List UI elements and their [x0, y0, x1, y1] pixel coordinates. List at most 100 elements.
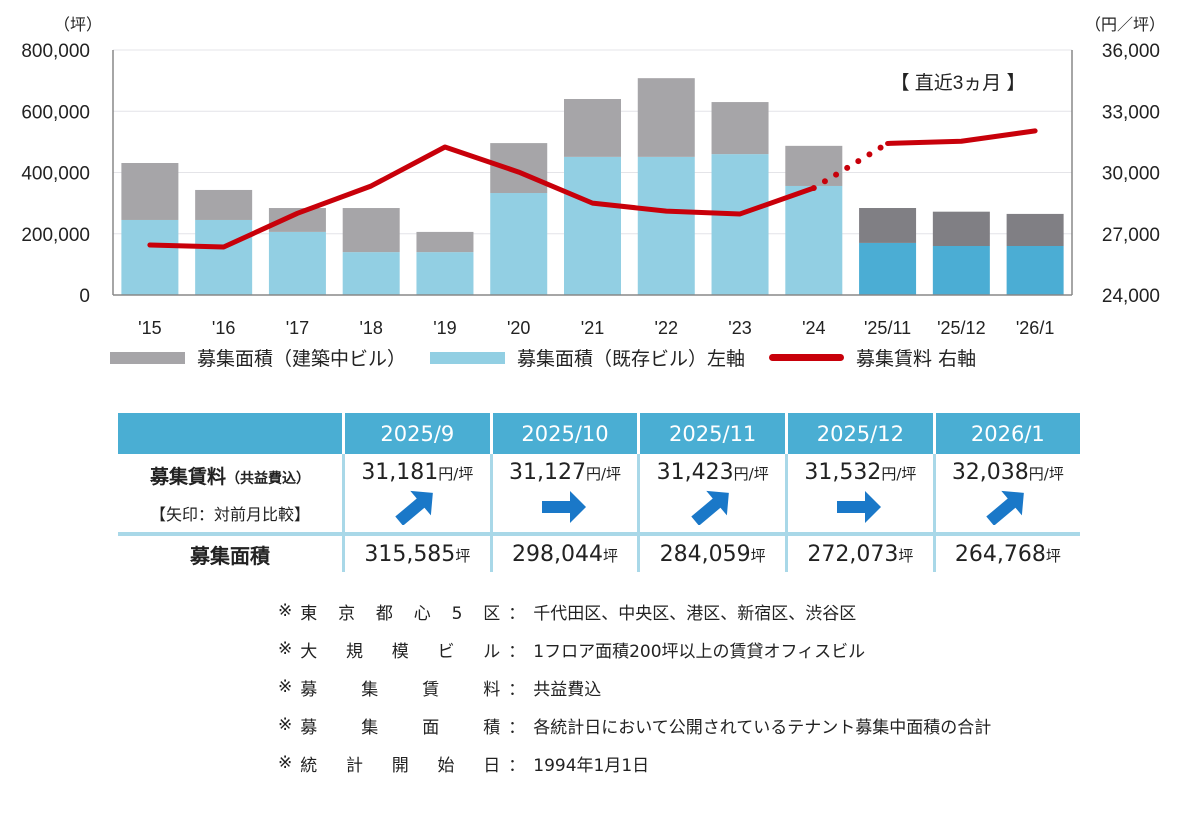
- bar-construction: [416, 231, 474, 253]
- note-sep: ：: [508, 641, 526, 662]
- header-blank: [118, 413, 344, 454]
- x-tick-label: '22: [655, 318, 678, 338]
- note-label: 統計開始日: [300, 755, 501, 776]
- rent-value: 31,423円/坪: [656, 460, 769, 485]
- area-unit: 坪: [1045, 546, 1061, 565]
- x-tick-label: '19: [433, 318, 456, 338]
- note: ※ 募集面積 ： 各統計日において公開されているテナント募集中面積の合計: [278, 706, 991, 744]
- legend-label-rent: 募集賃料 右軸: [856, 348, 977, 370]
- rent-cell: 31,181円/坪: [342, 454, 492, 536]
- rent-label: 募集賃料: [149, 466, 226, 488]
- x-tick-label: '26/1: [1016, 318, 1054, 338]
- area-cell: 264,768坪: [932, 534, 1080, 572]
- table-header-row: 2025/9 2025/10 2025/11 2025/12 2026/1: [118, 413, 1080, 454]
- rent-cell: 31,127円/坪: [489, 454, 639, 536]
- area-unit: 坪: [750, 546, 766, 565]
- combo-chart: 0 200,000 400,000 600,000 800,000 24,000 27,00…: [21, 16, 1165, 338]
- rent-unit: 円/坪: [438, 465, 474, 483]
- x-tick-label: '16: [212, 318, 235, 338]
- bar-construction: [859, 208, 917, 243]
- arrow-up-right-icon: [395, 490, 434, 525]
- bar-construction: [711, 102, 769, 155]
- note-mark: ※: [278, 677, 293, 697]
- bar-existing: [932, 246, 990, 295]
- rent-row-header: 募集賃料（共益費込） 【矢印：対前月比較】: [118, 454, 344, 536]
- bar-existing: [268, 231, 326, 295]
- rent-unit: 円/坪: [881, 465, 917, 483]
- area-unit: 坪: [898, 546, 914, 565]
- bar-existing: [564, 156, 621, 295]
- rent-line: [147, 144, 817, 250]
- header-month: 2026/1: [932, 413, 1080, 454]
- x-tick-label: '25/12: [937, 318, 985, 338]
- footnotes: ※ 東京都心5区 ： 千代田区、中央区、港区、新宿区、渋谷区 ※ 大規模ビル ： 1フロア面…: [278, 592, 991, 782]
- rent-unit: 円/坪: [733, 465, 769, 483]
- arrow-up-right-icon: [690, 490, 729, 525]
- note: ※ 統計開始日 ： 1994年1月1日: [278, 744, 991, 782]
- x-tick-label: '23: [728, 318, 751, 338]
- x-tick-label: '24: [802, 318, 825, 338]
- note-value: 各統計日において公開されているテナント募集中面積の合計: [533, 717, 992, 738]
- rent-value: 31,181円/坪: [361, 460, 474, 485]
- legend-construction: 募集面積（建築中ビル）: [110, 344, 406, 371]
- legend-swatch-construction: [110, 351, 185, 364]
- bar-construction: [1006, 213, 1064, 246]
- note-mark: ※: [278, 753, 293, 773]
- left-tick-label: 400,000: [21, 164, 90, 185]
- area-value: 284,059: [659, 541, 751, 567]
- bar-existing: [490, 193, 548, 295]
- note-value: 1994年1月1日: [533, 755, 650, 776]
- bar-construction: [121, 163, 179, 220]
- arrow-up-right-icon: [986, 490, 1024, 525]
- rent-unit: 円/坪: [585, 465, 622, 483]
- note-label: 大規模ビル: [300, 641, 501, 662]
- x-tick-label: '25/11: [864, 318, 911, 338]
- legend-label-existing: 募集面積（既存ビル）左軸: [517, 348, 746, 370]
- left-axis-unit: （坪）: [54, 16, 102, 34]
- x-tick-label: '21: [581, 318, 604, 338]
- rent-line-recent: [885, 128, 1038, 146]
- rent-cell: 31,423円/坪: [637, 454, 787, 536]
- arrow-note: 【矢印：対前月比較】: [149, 505, 310, 524]
- right-tick-label: 33,000: [1102, 102, 1160, 123]
- area-unit: 坪: [455, 546, 471, 565]
- bar-construction: [637, 78, 695, 157]
- note-label: 募集面積: [300, 717, 501, 738]
- x-tick-label: '15: [138, 318, 161, 338]
- rent-line-dotted: [810, 140, 891, 192]
- chart-legend: 募集面積（建築中ビル） 募集面積（既存ビル）左軸 募集賃料 右軸: [110, 344, 1000, 371]
- arrow-right-icon: [542, 491, 586, 523]
- area-label: 募集面積: [190, 543, 270, 568]
- note-sep: ：: [508, 679, 526, 700]
- left-tick-label: 600,000: [21, 102, 90, 123]
- note-value: 1フロア面積200坪以上の賃貸オフィスビル: [533, 641, 866, 662]
- right-tick-label: 24,000: [1102, 286, 1160, 307]
- x-tick-label: '17: [286, 318, 309, 338]
- header-month: 2025/11: [637, 413, 787, 454]
- bar-existing: [637, 156, 695, 295]
- right-tick-label: 36,000: [1102, 41, 1160, 62]
- note: ※ 大規模ビル ： 1フロア面積200坪以上の賃貸オフィスビル: [278, 630, 991, 668]
- rent-cell: 31,532円/坪: [785, 454, 935, 536]
- rent-unit: 円/坪: [1028, 465, 1064, 483]
- bar-construction: [785, 145, 843, 186]
- note-mark: ※: [278, 715, 293, 735]
- note: ※ 東京都心5区 ： 千代田区、中央区、港区、新宿区、渋谷区: [278, 592, 991, 630]
- note-sep: ：: [508, 755, 526, 776]
- recent-annotation: 【 直近3ヵ月 】: [890, 72, 1025, 94]
- rent-value: 31,127円/坪: [508, 460, 622, 485]
- bar-construction: [342, 208, 400, 253]
- rent-value: 31,532円/坪: [804, 460, 917, 485]
- rent-label-sub: （共益費込）: [226, 471, 310, 487]
- legend-rent: 募集賃料 右軸: [769, 344, 976, 371]
- rent-cell: 32,038円/坪: [932, 454, 1080, 536]
- right-tick-label: 27,000: [1102, 225, 1160, 246]
- left-tick-label: 200,000: [21, 225, 90, 246]
- recent-months-table: 2025/9 2025/10 2025/11 2025/12 2026/1 募集…: [118, 413, 1080, 572]
- header-month: 2025/12: [785, 413, 935, 454]
- area-value: 298,044: [512, 541, 603, 567]
- note-value: 千代田区、中央区、港区、新宿区、渋谷区: [533, 603, 857, 624]
- table-row-rent: 募集賃料（共益費込） 【矢印：対前月比較】 31,181円/坪 31,127円/…: [118, 454, 1080, 536]
- bar-existing: [1006, 246, 1064, 295]
- note-value: 共益費込: [533, 679, 602, 700]
